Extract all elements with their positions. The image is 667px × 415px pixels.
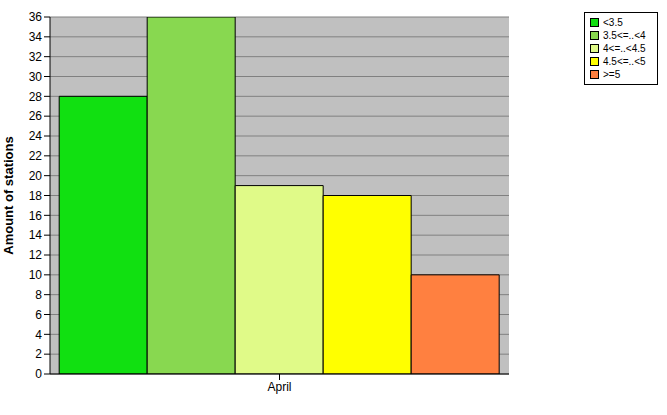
html-text:3.5<=..<4: 3.5<=..<4 (603, 30, 646, 41)
svg-text:10: 10 (29, 268, 43, 282)
svg-text:28: 28 (29, 90, 43, 104)
svg-text:30: 30 (29, 70, 43, 84)
svg-text:18: 18 (29, 189, 43, 203)
html-text:>=5: >=5 (603, 69, 621, 80)
svg-text:14: 14 (29, 228, 43, 242)
svg-text:24: 24 (29, 129, 43, 143)
html-text:<3.5: <3.5 (603, 17, 623, 28)
svg-text:April: April (267, 380, 291, 394)
svg-text:0: 0 (35, 367, 42, 381)
svg-text:6: 6 (35, 308, 42, 322)
svg-text:34: 34 (29, 30, 43, 44)
svg-text:26: 26 (29, 109, 43, 123)
svg-text:22: 22 (29, 149, 43, 163)
svg-text:12: 12 (29, 248, 43, 262)
svg-text:36: 36 (29, 10, 43, 24)
svg-text:16: 16 (29, 209, 43, 223)
html-text:4<=..<4.5: 4<=..<4.5 (603, 43, 646, 54)
svg-text:4: 4 (35, 328, 42, 342)
svg-text:32: 32 (29, 50, 43, 64)
svg-text:20: 20 (29, 169, 43, 183)
svg-text:Amount of stations: Amount of stations (8, 136, 16, 254)
svg-text:8: 8 (35, 288, 42, 302)
html-text:4.5<=..<5: 4.5<=..<5 (603, 56, 646, 67)
svg-text:2: 2 (35, 347, 42, 361)
